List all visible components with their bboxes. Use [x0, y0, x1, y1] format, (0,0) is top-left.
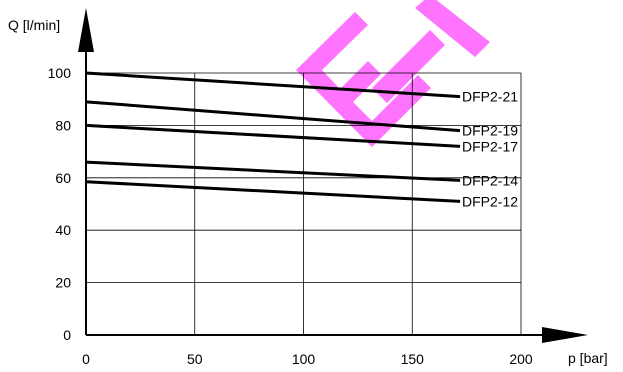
x-axis-label: p [bar]	[568, 350, 608, 366]
tick-labels: 0 20 40 60 80 100 0 50 100 150 200	[48, 65, 533, 367]
watermark-shape	[415, 0, 490, 57]
series-line	[85, 123, 461, 148]
y-tick-label: 0	[63, 327, 71, 343]
series-line	[85, 71, 461, 99]
grid	[86, 72, 522, 335]
x-tick-label: 0	[82, 351, 90, 367]
y-tick-label: 100	[48, 65, 72, 81]
x-axis-arrow	[542, 327, 588, 343]
series-line	[85, 180, 461, 203]
y-axis-arrow	[78, 8, 94, 52]
watermark-shape	[296, 12, 431, 147]
x-tick-label: 200	[509, 351, 533, 367]
x-tick-label: 50	[187, 351, 203, 367]
watermark-shape	[372, 30, 445, 103]
series-label: DFP2-14	[462, 172, 518, 188]
series-label: DFP2-17	[462, 138, 518, 154]
y-tick-label: 80	[55, 117, 71, 133]
series-label: DFP2-19	[462, 123, 518, 139]
series-lines	[85, 71, 461, 203]
x-tick-label: 100	[292, 351, 316, 367]
axes	[78, 8, 588, 343]
y-tick-label: 60	[55, 170, 71, 186]
series-line	[85, 100, 461, 133]
y-tick-label: 40	[55, 222, 71, 238]
y-tick-label: 20	[55, 275, 71, 291]
watermark	[296, 0, 490, 147]
series-label: DFP2-21	[462, 89, 518, 105]
series-label: DFP2-12	[462, 193, 518, 209]
y-axis-label: Q [l/min]	[8, 17, 60, 33]
series-line	[85, 160, 461, 182]
x-tick-label: 150	[401, 351, 425, 367]
